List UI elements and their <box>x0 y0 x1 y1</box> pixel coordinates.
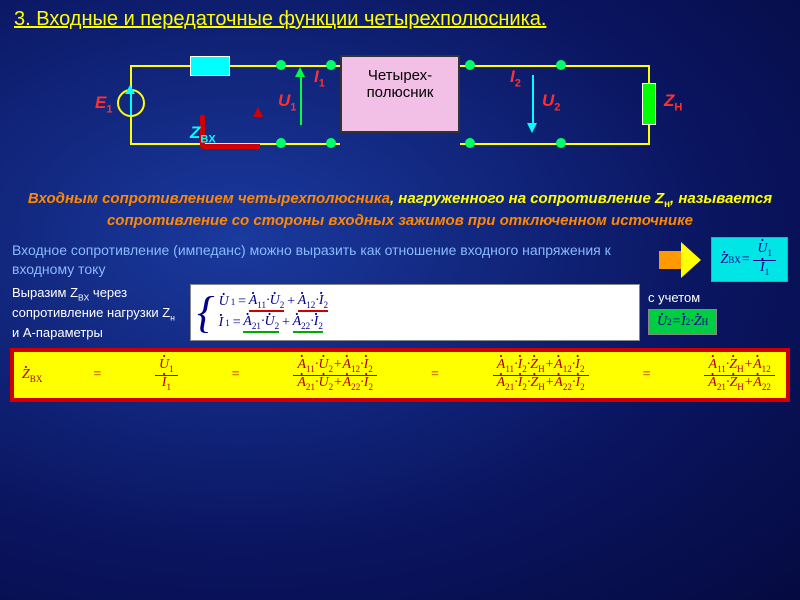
formula-u2-zh: U2 = I2·ZH <box>648 309 717 335</box>
with-account: с учетом <box>648 290 700 305</box>
def-part-c: , называется <box>670 190 772 207</box>
label-u1: U1 <box>278 91 296 113</box>
circuit-diagram: Четырех- полюсник E1 ZBX I1 U1 I2 U2 ZH <box>100 45 700 185</box>
derivation-box: ZBX = U1I1 = A11·U2+A12·I2 A21·U2+A22·I2… <box>10 348 790 403</box>
express-intro: Выразим ZBX через сопротивление нагрузки… <box>12 284 182 342</box>
arrow-icon <box>659 242 701 278</box>
label-u2: U2 <box>542 91 560 113</box>
source-impedance-box <box>190 56 230 76</box>
label-i2: I2 <box>510 67 521 89</box>
two-port-label-1: Четырех- полюсник <box>348 67 452 101</box>
def-part-b: , нагруженного на сопротивление Z <box>390 190 664 207</box>
label-e1: E1 <box>95 93 113 115</box>
impedance-explain: Входное сопротивление (импеданс) можно в… <box>12 241 649 279</box>
label-i1: I1 <box>314 67 325 89</box>
def-highlight-2: сопротивление со стороны входных зажимов… <box>107 212 693 229</box>
formula-zvx-ratio: ZBX = U1I1 <box>711 237 788 282</box>
def-highlight-1: Входным сопротивлением четырехполюсника <box>28 190 390 207</box>
label-zvx: ZBX <box>190 123 216 145</box>
two-port-block: Четырех- полюсник <box>340 55 460 133</box>
load-impedance-box <box>642 83 656 125</box>
slide-title: 3. Входные и передаточные функции четыре… <box>0 0 800 39</box>
formula-system: { U1=A11·U2+A12·I2 I1=A21·U2+A22·I2 <box>190 284 640 341</box>
definition-paragraph: Входным сопротивлением четырехполюсника,… <box>0 185 800 235</box>
label-zh: ZH <box>664 91 682 113</box>
